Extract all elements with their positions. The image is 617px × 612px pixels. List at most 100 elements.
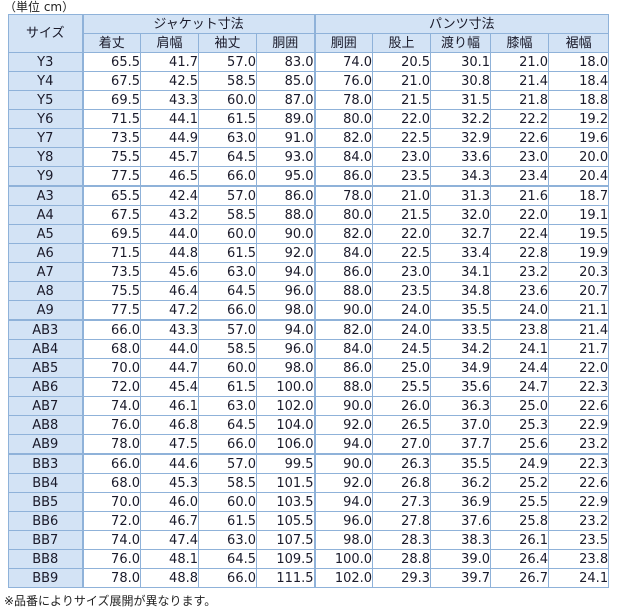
jacket-column-header: 肩幅 bbox=[140, 33, 199, 53]
jacket-value-cell: 44.1 bbox=[140, 109, 199, 129]
pants-value-cell: 22.6 bbox=[548, 396, 610, 416]
size-label: Y6 bbox=[8, 109, 83, 129]
size-label: BB4 bbox=[8, 473, 83, 493]
jacket-value-cell: 72.0 bbox=[81, 511, 141, 531]
pants-value-cell: 23.4 bbox=[490, 166, 550, 187]
table-row: Y7 73.5 44.9 63.0 91.0 82.0 22.5 32.9 22.6 19.6 bbox=[8, 128, 610, 148]
size-label: AB8 bbox=[8, 415, 83, 435]
table-row: Y6 71.5 44.1 61.5 89.0 80.0 22.0 32.2 22.2 19.2 bbox=[8, 109, 610, 129]
pants-value-cell: 36.2 bbox=[430, 473, 492, 493]
jacket-value-cell: 43.2 bbox=[140, 205, 199, 225]
pants-value-cell: 30.8 bbox=[430, 71, 492, 91]
pants-value-cell: 34.1 bbox=[430, 262, 492, 282]
jacket-value-cell: 73.5 bbox=[81, 262, 141, 282]
pants-value-cell: 22.5 bbox=[372, 243, 432, 263]
pants-value-cell: 20.7 bbox=[548, 281, 610, 301]
pants-value-cell: 94.0 bbox=[313, 434, 374, 455]
pants-value-cell: 34.3 bbox=[430, 166, 492, 187]
pants-value-cell: 32.9 bbox=[430, 128, 492, 148]
jacket-column-header: 着丈 bbox=[81, 33, 141, 53]
jacket-value-cell: 61.5 bbox=[198, 377, 257, 397]
pants-value-cell: 80.0 bbox=[313, 205, 374, 225]
jacket-value-cell: 45.6 bbox=[140, 262, 199, 282]
jacket-value-cell: 96.0 bbox=[255, 339, 316, 359]
pants-value-cell: 96.0 bbox=[313, 511, 374, 531]
jacket-value-cell: 47.5 bbox=[140, 434, 199, 455]
jacket-value-cell: 48.8 bbox=[140, 568, 199, 588]
size-label: Y7 bbox=[8, 128, 83, 148]
jacket-value-cell: 77.5 bbox=[81, 166, 141, 187]
table-row: Y5 69.5 43.3 60.0 87.0 78.0 21.5 31.5 21.8 18.8 bbox=[8, 90, 610, 110]
jacket-value-cell: 74.0 bbox=[81, 530, 141, 550]
column-header-row: 着丈 肩幅 袖丈 胴囲 胴囲 股上 渡り幅 膝幅 裾幅 bbox=[9, 33, 610, 53]
size-label: A8 bbox=[8, 281, 83, 301]
jacket-value-cell: 43.3 bbox=[140, 90, 199, 110]
jacket-value-cell: 58.5 bbox=[198, 473, 257, 493]
table-row: BB5 70.0 46.0 60.0 103.5 94.0 27.3 36.9 25.5 22.9 bbox=[8, 492, 610, 512]
jacket-value-cell: 58.5 bbox=[198, 205, 257, 225]
pants-value-cell: 27.0 bbox=[372, 434, 432, 455]
pants-column-header: 裾幅 bbox=[548, 33, 610, 53]
jacket-value-cell: 47.4 bbox=[140, 530, 199, 550]
pants-value-cell: 20.5 bbox=[372, 52, 432, 72]
pants-value-cell: 90.0 bbox=[313, 300, 374, 321]
table-row: BB4 68.0 45.3 58.5 101.5 92.0 26.8 36.2 25.2 22.6 bbox=[8, 473, 610, 493]
pants-value-cell: 22.2 bbox=[490, 109, 550, 129]
size-label: AB7 bbox=[8, 396, 83, 416]
pants-value-cell: 86.0 bbox=[313, 262, 374, 282]
jacket-value-cell: 71.5 bbox=[81, 243, 141, 263]
pants-column-header: 膝幅 bbox=[490, 33, 550, 53]
jacket-value-cell: 69.5 bbox=[81, 224, 141, 244]
table-row: A3 65.5 42.4 57.0 86.0 78.0 21.0 31.3 21.6 18.7 bbox=[8, 185, 610, 206]
jacket-value-cell: 75.5 bbox=[81, 147, 141, 167]
pants-value-cell: 21.7 bbox=[548, 339, 610, 359]
pants-value-cell: 27.8 bbox=[372, 511, 432, 531]
jacket-value-cell: 66.0 bbox=[81, 319, 141, 340]
pants-value-cell: 22.5 bbox=[372, 128, 432, 148]
jacket-value-cell: 60.0 bbox=[198, 492, 257, 512]
pants-value-cell: 34.8 bbox=[430, 281, 492, 301]
table-row: AB4 68.0 44.0 58.5 96.0 84.0 24.5 34.2 24.1 21.7 bbox=[8, 339, 610, 359]
jacket-value-cell: 61.5 bbox=[198, 243, 257, 263]
jacket-value-cell: 86.0 bbox=[255, 185, 316, 206]
pants-value-cell: 88.0 bbox=[313, 377, 374, 397]
jacket-value-cell: 68.0 bbox=[81, 339, 141, 359]
pants-value-cell: 26.7 bbox=[490, 568, 550, 588]
pants-value-cell: 23.2 bbox=[548, 434, 610, 455]
pants-column-header: 股上 bbox=[372, 33, 432, 53]
pants-value-cell: 37.7 bbox=[430, 434, 492, 455]
jacket-value-cell: 44.8 bbox=[140, 243, 199, 263]
pants-value-cell: 32.2 bbox=[430, 109, 492, 129]
jacket-value-cell: 44.6 bbox=[140, 453, 199, 474]
size-label: Y3 bbox=[8, 52, 83, 72]
pants-value-cell: 82.0 bbox=[313, 128, 374, 148]
pants-value-cell: 18.0 bbox=[548, 52, 610, 72]
jacket-value-cell: 68.0 bbox=[81, 473, 141, 493]
pants-value-cell: 22.0 bbox=[548, 358, 610, 378]
pants-value-cell: 21.6 bbox=[490, 185, 550, 206]
pants-value-cell: 23.5 bbox=[372, 166, 432, 187]
pants-value-cell: 22.9 bbox=[548, 415, 610, 435]
jacket-value-cell: 109.5 bbox=[255, 549, 316, 569]
pants-value-cell: 32.7 bbox=[430, 224, 492, 244]
pants-value-cell: 32.0 bbox=[430, 205, 492, 225]
pants-value-cell: 20.0 bbox=[548, 147, 610, 167]
size-label: Y5 bbox=[8, 90, 83, 110]
jacket-value-cell: 70.0 bbox=[81, 492, 141, 512]
jacket-value-cell: 57.0 bbox=[198, 319, 257, 340]
pants-value-cell: 92.0 bbox=[313, 415, 374, 435]
pants-value-cell: 28.8 bbox=[372, 549, 432, 569]
pants-value-cell: 22.8 bbox=[490, 243, 550, 263]
pants-value-cell: 22.6 bbox=[490, 128, 550, 148]
pants-value-cell: 26.8 bbox=[372, 473, 432, 493]
size-label: AB4 bbox=[8, 339, 83, 359]
table-row: Y4 67.5 42.5 58.5 85.0 76.0 21.0 30.8 21.4 18.4 bbox=[8, 71, 610, 91]
table-row: AB3 66.0 43.3 57.0 94.0 82.0 24.0 33.5 23.8 21.4 bbox=[8, 319, 610, 340]
pants-value-cell: 90.0 bbox=[313, 396, 374, 416]
pants-value-cell: 21.5 bbox=[372, 205, 432, 225]
jacket-value-cell: 64.5 bbox=[198, 147, 257, 167]
pants-value-cell: 28.3 bbox=[372, 530, 432, 550]
pants-value-cell: 74.0 bbox=[313, 52, 374, 72]
pants-value-cell: 35.5 bbox=[430, 300, 492, 321]
jacket-value-cell: 46.0 bbox=[140, 492, 199, 512]
